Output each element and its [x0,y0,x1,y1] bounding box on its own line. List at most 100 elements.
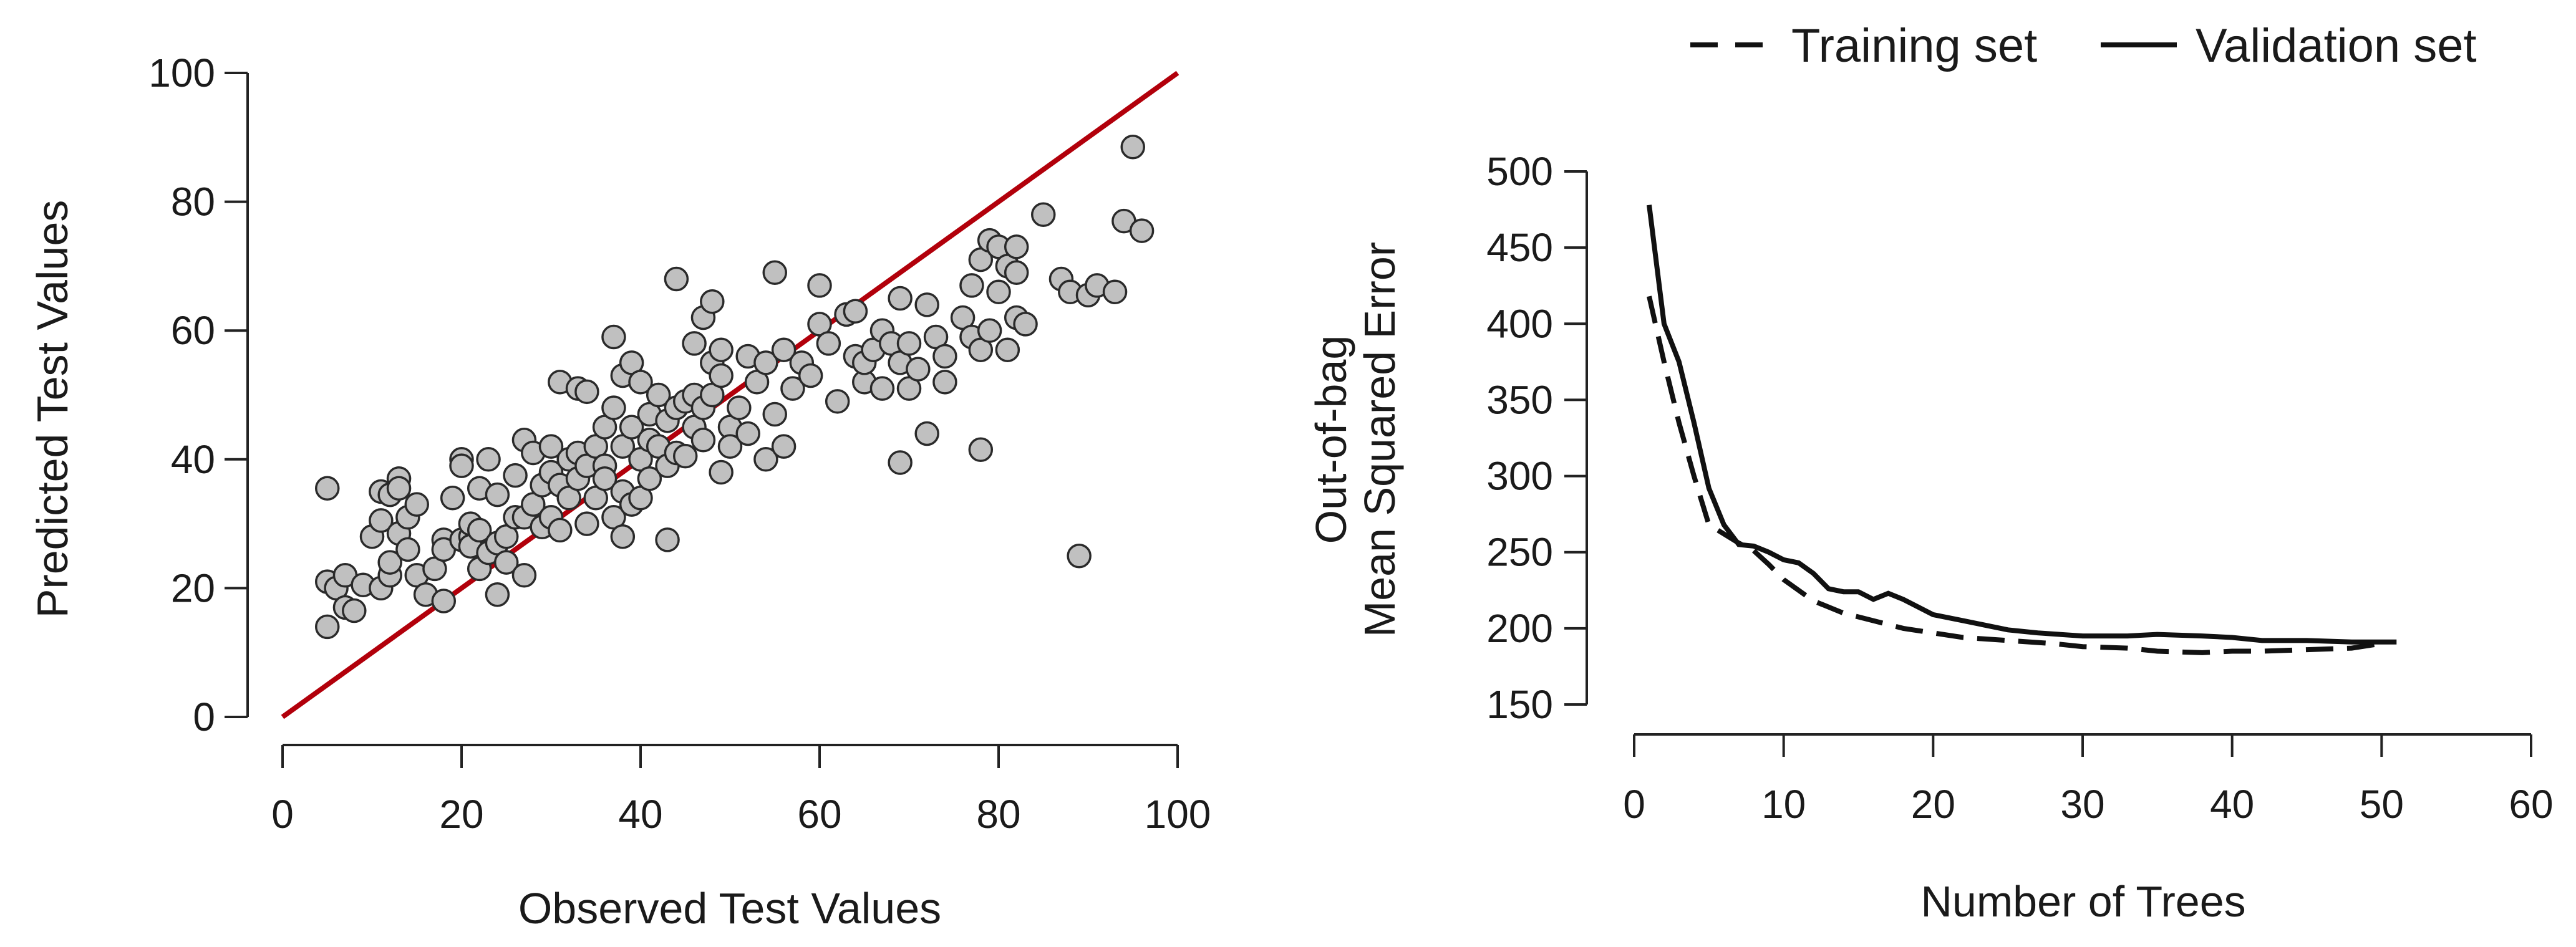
identity-reference-line [281,70,1179,719]
line-x-tick-label: 20 [1911,782,1955,827]
line-y-tick-label: 200 [1486,606,1553,651]
line-x-tick-label: 30 [2060,782,2104,827]
scatter-point [440,486,465,511]
line-y-tick-label: 150 [1486,682,1553,727]
scatter-point [914,292,939,317]
line-x-tick-label: 10 [1761,782,1806,827]
scatter-point [780,376,805,401]
scatter-y-tick-label: 80 [171,180,215,224]
scatter-x-tick-label: 0 [271,792,294,837]
line-y-axis-label-line1: Out-of-bag [1307,335,1355,544]
scatter-point [1031,202,1056,228]
validation-set-line [1647,204,2397,645]
scatter-point [807,273,832,298]
scatter-point [646,382,671,408]
scatter-point [896,331,922,356]
scatter-point [619,415,644,440]
scatter-point [574,379,599,405]
scatter-y-tick-label: 60 [171,308,215,353]
scatter-y-tick-label: 40 [171,437,215,482]
scatter-point [601,395,626,420]
line-y-tick-label: 300 [1486,454,1553,499]
scatter-point [467,517,492,543]
line-x-tick-label: 60 [2509,782,2553,827]
scatter-point [888,450,913,475]
scatter-point [476,447,501,472]
scatter-point [628,370,653,395]
scatter-point [709,459,734,485]
scatter-point [906,357,931,382]
line-y-tick-label: 250 [1486,530,1553,575]
scatter-point [655,527,680,552]
scatter-point [548,517,573,543]
scatter-point [869,376,895,401]
scatter-point [959,273,984,298]
scatter-x-tick-label: 60 [797,792,841,837]
scatter-point [709,363,734,388]
scatter-point [404,492,429,517]
scatter-point [682,331,707,356]
scatter-point [485,582,510,607]
line-x-tick-label: 40 [2210,782,2254,827]
scatter-point [753,447,778,472]
scatter-point [700,289,725,314]
scatter-point [735,421,760,446]
scatter-point [932,344,957,369]
scatter-point [395,537,420,562]
scatter-point [315,614,340,640]
legend-training-label: Training set [1791,19,2037,72]
scatter-point [574,511,599,536]
legend: Training set Validation set [1690,19,2477,72]
scatter-point [932,370,957,395]
scatter-point [637,466,662,491]
scatter-point [1013,312,1038,337]
scatter-point [494,550,519,575]
scatter-point [816,331,841,356]
scatter-point [386,476,412,501]
line-y-tick-label: 500 [1486,149,1553,194]
scatter-x-tick-label: 20 [439,792,483,837]
scatter-point [968,437,994,463]
scatter-point [753,350,778,375]
line-plot-panel: 150 200 250 300 350 400 450 500 0 10 20 30 40 50 60 N… [1307,19,2554,926]
scatter-point [843,299,868,324]
scatter-point [1004,260,1029,285]
line-y-tick-label: 450 [1486,225,1553,270]
scatter-point [369,508,394,533]
line-x-tick-label: 0 [1623,782,1645,827]
legend-validation-label: Validation set [2196,19,2477,72]
scatter-point [914,421,939,446]
scatter-point [762,401,787,427]
scatter-y-axis-label: Predicted Test Values [28,200,77,618]
scatter-point [1004,234,1029,259]
scatter-point [771,337,797,362]
line-y-tick-label: 350 [1486,377,1553,422]
scatter-point [431,589,457,613]
line-y-axis-label-line2: Mean Squared Error [1355,242,1404,637]
scatter-y-tick-label: 0 [193,695,215,739]
scatter-point [1120,135,1145,160]
scatter-point [709,337,734,362]
scatter-point [690,428,716,453]
scatter-point [449,453,474,478]
scatter-point [771,434,797,459]
scatter-point [1102,279,1128,304]
scatter-y-tick-label: 20 [171,565,215,610]
scatter-point [315,476,340,501]
scatter-point [977,318,1002,343]
scatter-x-tick-label: 40 [618,792,662,837]
scatter-point [995,337,1020,362]
scatter-point [986,279,1011,304]
scatter-point [673,443,698,469]
scatter-point [1067,544,1092,569]
scatter-point [610,524,636,549]
scatter-y-tick-label: 100 [148,50,215,95]
scatter-point [762,260,787,285]
training-set-line [1647,296,2382,655]
line-x-tick-label: 50 [2360,782,2404,827]
scatter-point [377,550,402,575]
scatter-x-axis-label: Observed Test Values [518,884,941,933]
scatter-point [727,395,752,420]
scatter-point [717,434,743,459]
scatter-point [503,463,528,488]
